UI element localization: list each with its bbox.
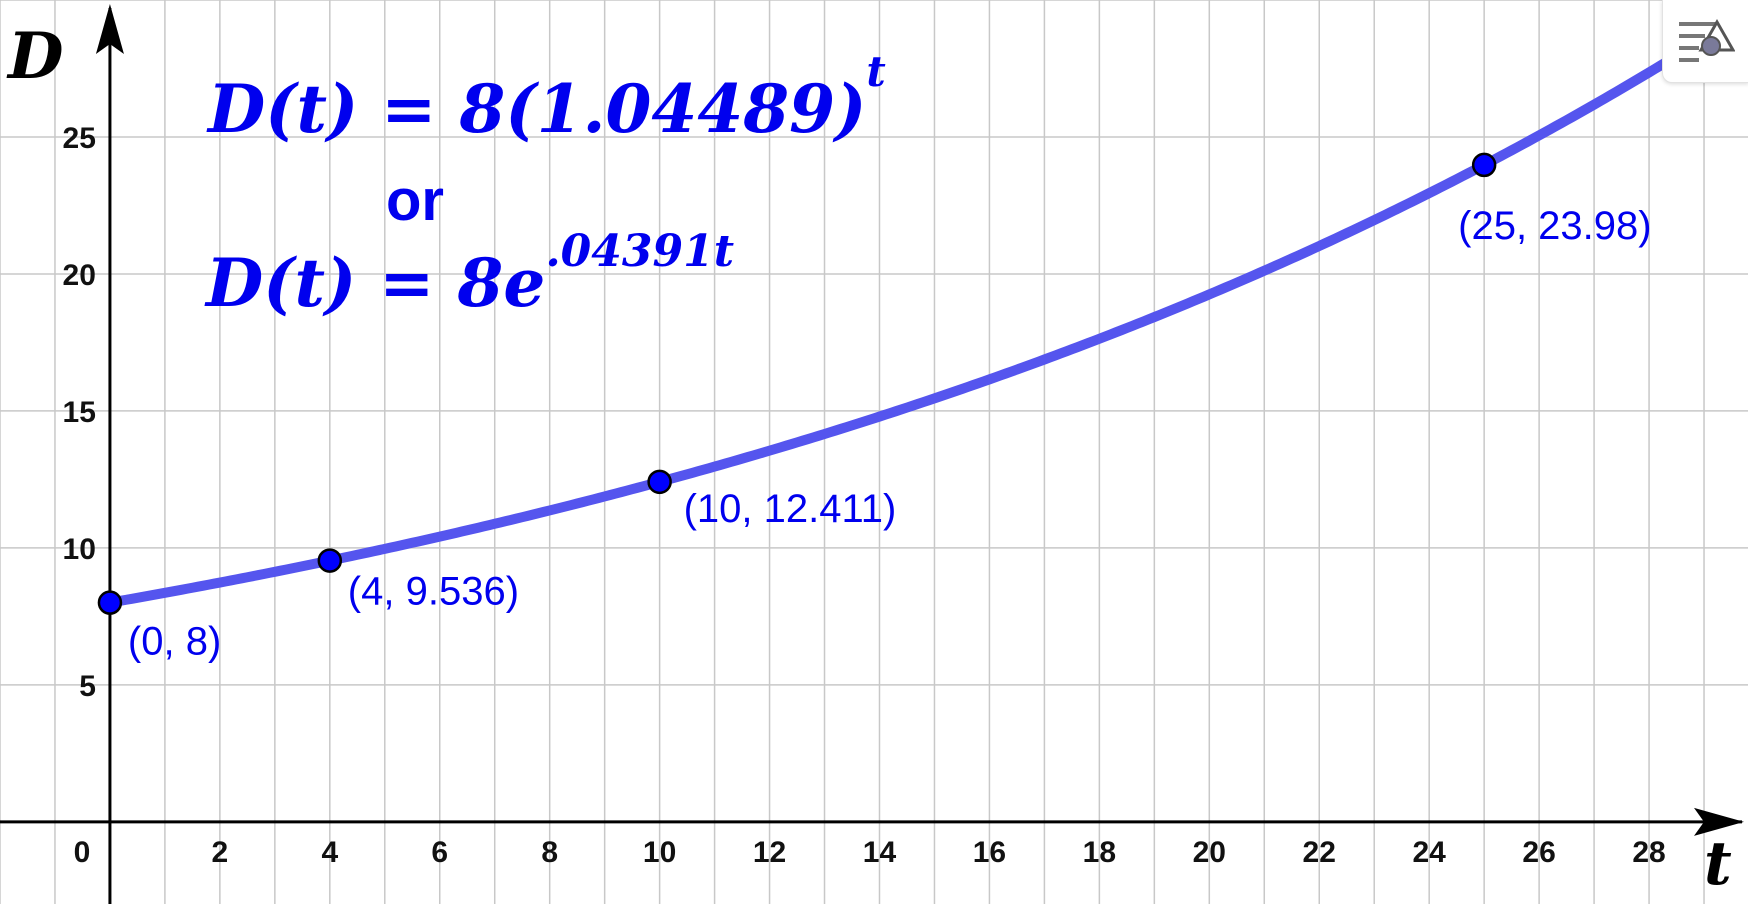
data-point[interactable] [317,548,343,573]
equation-1-exponent: t [866,47,885,96]
y-tick-label: 5 [79,670,96,703]
x-axis-label: t [1704,829,1732,899]
x-tick-label: 2 [212,836,229,869]
x-tick-label: 0 [74,836,91,869]
x-tick-label: 24 [1412,836,1446,869]
x-tick-label: 18 [1083,836,1116,869]
equation-2-exponent: .04391t [545,226,734,277]
x-tick-label: 26 [1522,836,1555,869]
point-label: (0, 8) [128,620,221,664]
data-point[interactable] [1471,152,1497,178]
style-bar-icon [1679,18,1735,62]
data-points: (0, 8) (4, 9.536) (10, 12.411) (25, 23.98) [97,152,1652,664]
equation-1: D(t) = 8(1.04489)t [206,47,886,148]
x-tick-labels: 0 2 4 6 8 10 12 14 16 18 20 22 24 26 28 [74,836,1666,869]
x-tick-label: 14 [863,836,897,869]
y-tick-label: 25 [63,122,96,155]
x-tick-label: 8 [541,836,558,869]
x-tick-label: 16 [973,836,1006,869]
x-tick-label: 28 [1632,836,1665,869]
x-axis-arrow [1694,807,1744,836]
axes [0,4,1744,904]
y-axis-arrow [95,4,124,54]
x-tick-label: 12 [753,836,786,869]
point-label: (10, 12.411) [684,487,897,531]
point-label: (25, 23.98) [1458,204,1651,248]
x-tick-label: 20 [1193,836,1226,869]
equation-1-lhs: D(t) = 8(1.04489) [206,70,866,148]
x-tick-label: 10 [643,836,676,869]
data-point[interactable] [647,469,672,495]
point-label: (4, 9.536) [348,570,519,614]
equation-2: D(t) = 8e.04391t [204,226,734,322]
style-bar-toggle-button[interactable] [1662,0,1748,83]
y-tick-label: 15 [63,396,96,429]
x-tick-label: 6 [431,836,448,869]
y-axis-label: D [6,19,64,94]
y-tick-label: 20 [63,259,96,292]
y-tick-labels: 5 10 15 20 25 [63,122,96,703]
x-tick-label: 4 [321,836,338,869]
equation-annotation: D(t) = 8(1.04489)t or D(t) = 8e.04391t [204,47,886,322]
y-tick-label: 10 [63,533,96,566]
equation-connector: or [386,168,444,233]
data-point[interactable] [97,590,123,615]
equation-2-lhs: D(t) = 8e [204,244,545,322]
x-tick-label: 22 [1303,836,1336,869]
